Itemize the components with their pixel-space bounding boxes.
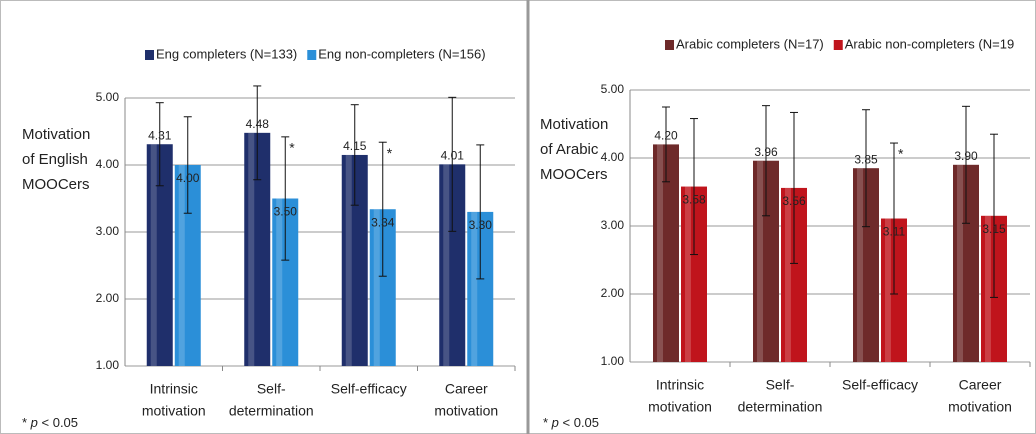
y-tick-label: 1.00 xyxy=(96,358,120,372)
x-tick-label: determination xyxy=(738,399,823,415)
footnote-part: * xyxy=(543,415,552,430)
bar-highlight xyxy=(443,164,450,366)
data-label: 3.50 xyxy=(274,205,298,219)
legend-label: Arabic non-completers (N=19 xyxy=(845,36,1014,51)
x-tick-label: determination xyxy=(229,403,314,419)
data-label: 3.90 xyxy=(954,149,978,163)
x-tick-label: motivation xyxy=(434,403,498,419)
data-label: 3.56 xyxy=(782,194,806,208)
y-axis-label: Motivation xyxy=(540,116,608,133)
y-tick-label: 5.00 xyxy=(96,90,120,104)
data-label: 3.85 xyxy=(854,152,878,166)
footnote-part: p xyxy=(551,415,563,430)
footnote-part: < 0.05 xyxy=(563,415,600,430)
bar-highlight xyxy=(345,154,352,366)
y-tick-label: 3.00 xyxy=(96,224,120,238)
significance-marker: * xyxy=(289,140,295,156)
x-tick-label: Self- xyxy=(766,377,795,393)
footnote-part: < 0.05 xyxy=(42,415,79,430)
y-tick-label: 4.00 xyxy=(96,157,120,171)
y-tick-label: 4.00 xyxy=(601,150,625,164)
bar-highlight xyxy=(373,209,380,366)
bar-highlight xyxy=(150,144,157,366)
data-label: 4.31 xyxy=(148,128,172,142)
footnote: * p < 0.05 xyxy=(22,415,78,430)
x-tick-label: Career xyxy=(445,381,488,397)
legend-swatch xyxy=(307,50,317,60)
significance-marker: * xyxy=(898,146,904,162)
y-tick-label: 2.00 xyxy=(96,291,120,305)
x-tick-label: Intrinsic xyxy=(150,381,198,397)
y-tick-label: 1.00 xyxy=(601,354,625,368)
bar-highlight xyxy=(685,186,691,362)
y-tick-label: 5.00 xyxy=(601,82,625,96)
y-axis-label: MOOCers xyxy=(540,166,608,183)
bar-highlight xyxy=(178,165,185,366)
data-label: 4.15 xyxy=(343,139,367,153)
bar-highlight xyxy=(657,144,663,362)
legend-label: Eng non-completers (N=156) xyxy=(318,46,485,61)
bar-highlight xyxy=(857,168,863,362)
bar-highlight xyxy=(248,132,255,366)
bar-highlight xyxy=(785,187,791,362)
y-tick-label: 2.00 xyxy=(601,286,625,300)
bar-highlight xyxy=(757,160,763,362)
y-axis-label: of English xyxy=(22,151,88,168)
x-tick-label: Career xyxy=(959,377,1002,393)
footnote: * p < 0.05 xyxy=(543,415,599,430)
x-tick-label: Self- xyxy=(257,381,286,397)
x-tick-label: Self-efficacy xyxy=(331,381,407,397)
data-label: 4.01 xyxy=(441,149,465,163)
legend-swatch xyxy=(833,40,843,50)
data-label: 3.96 xyxy=(754,145,778,159)
x-tick-label: motivation xyxy=(948,399,1012,415)
data-label: 3.58 xyxy=(682,193,706,207)
data-label: 4.48 xyxy=(246,117,270,131)
x-tick-label: motivation xyxy=(648,399,712,415)
y-tick-label: 3.00 xyxy=(601,218,625,232)
bar-highlight xyxy=(957,164,963,362)
bar-highlight xyxy=(276,198,283,366)
x-tick-label: Intrinsic xyxy=(656,377,704,393)
bar-highlight xyxy=(471,211,478,366)
data-label: 3.30 xyxy=(469,218,493,232)
data-label: 3.11 xyxy=(883,225,906,239)
y-axis-label: Motivation xyxy=(22,126,90,143)
y-axis-label: of Arabic xyxy=(540,141,599,158)
significance-marker: * xyxy=(387,145,393,161)
footnote-part: * xyxy=(22,415,31,430)
data-label: 3.34 xyxy=(371,215,395,229)
bar-highlight xyxy=(885,218,891,362)
y-axis-label: MOOCers xyxy=(22,176,90,193)
x-tick-label: Self-efficacy xyxy=(842,377,918,393)
data-label: 4.00 xyxy=(176,171,200,185)
legend-label: Eng completers (N=133) xyxy=(156,46,297,61)
legend-label: Arabic completers (N=17) xyxy=(676,36,824,51)
legend-swatch xyxy=(665,40,674,50)
data-label: 4.20 xyxy=(654,129,678,143)
x-tick-label: motivation xyxy=(142,403,206,419)
footnote-part: p xyxy=(30,415,42,430)
legend-swatch xyxy=(145,50,154,60)
data-label: 3.15 xyxy=(982,222,1006,236)
bar-highlight xyxy=(985,215,991,362)
